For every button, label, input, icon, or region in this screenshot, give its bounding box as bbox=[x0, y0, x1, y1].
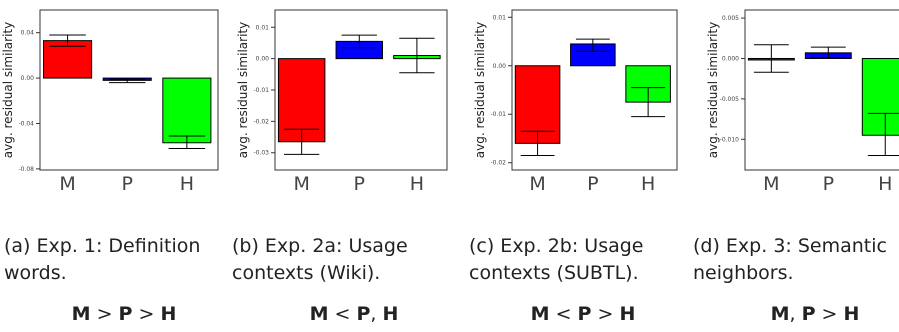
relation-term: M bbox=[309, 303, 329, 325]
caption-line: (c) Exp. 2b: Usage bbox=[469, 235, 644, 257]
bar-M bbox=[43, 40, 93, 79]
y-tick-label: -0.04 bbox=[18, 120, 34, 127]
relation-summary: M < P, H bbox=[244, 303, 464, 325]
x-tick-label-H: H bbox=[410, 173, 424, 195]
relation-operator: > bbox=[132, 303, 161, 325]
caption-line: words. bbox=[4, 262, 67, 284]
relation-operator: , bbox=[370, 303, 383, 325]
caption-line: (d) Exp. 3: Semantic bbox=[693, 235, 887, 257]
x-tick-label-P: P bbox=[823, 173, 834, 195]
relation-operator: > bbox=[815, 303, 844, 325]
y-tick-label: 0.01 bbox=[256, 24, 270, 31]
x-tick-label-M: M bbox=[293, 173, 309, 195]
relation-term: P bbox=[118, 303, 133, 325]
relation-term: M bbox=[530, 303, 550, 325]
x-tick-label-H: H bbox=[641, 173, 655, 195]
relation-operator: > bbox=[90, 303, 119, 325]
relation-operator: > bbox=[591, 303, 620, 325]
relation-operator: < bbox=[549, 303, 578, 325]
plot-frame-4 bbox=[744, 9, 899, 171]
x-tick-label-P: P bbox=[354, 173, 365, 195]
y-tick-label: 0.00 bbox=[493, 63, 507, 70]
relation-summary: M, P > H bbox=[705, 303, 899, 325]
y-tick-label: -0.08 bbox=[18, 166, 34, 173]
relation-term: P bbox=[577, 303, 592, 325]
y-tick-label: -0.01 bbox=[253, 87, 269, 94]
relation-operator: , bbox=[789, 303, 802, 325]
x-tick-label-M: M bbox=[529, 173, 545, 195]
relation-term: H bbox=[382, 303, 399, 325]
caption-line: contexts (SUBTL). bbox=[469, 262, 639, 284]
y-axis-label: avg. residual similarity bbox=[236, 22, 250, 158]
x-tick-label-M: M bbox=[59, 173, 75, 195]
relation-operator: < bbox=[328, 303, 357, 325]
y-tick-label: 0.005 bbox=[722, 15, 739, 22]
bar-H bbox=[861, 57, 899, 136]
y-axis-label: avg. residual similarity bbox=[1, 22, 15, 158]
x-tick-label-M: M bbox=[763, 173, 779, 195]
y-tick-label: -0.010 bbox=[720, 136, 740, 143]
y-tick-label: -0.03 bbox=[253, 150, 269, 157]
y-tick-label: 0.04 bbox=[21, 30, 35, 37]
y-tick-label: -0.02 bbox=[490, 160, 506, 167]
y-tick-label: 0.01 bbox=[493, 14, 507, 21]
bar-H bbox=[162, 77, 212, 144]
relation-term: H bbox=[160, 303, 177, 325]
relation-term: H bbox=[619, 303, 636, 325]
relation-summary: M < P > H bbox=[473, 303, 693, 325]
plot-frame-3 bbox=[511, 9, 678, 171]
y-axis-label: avg. residual similarity bbox=[473, 22, 487, 158]
y-tick-label: -0.01 bbox=[490, 111, 506, 118]
caption-line: neighbors. bbox=[693, 262, 794, 284]
plot-frame-1 bbox=[39, 9, 219, 171]
y-tick-label: 0.00 bbox=[21, 75, 35, 82]
bar-M bbox=[514, 65, 561, 144]
x-tick-label-H: H bbox=[180, 173, 194, 195]
x-tick-label-P: P bbox=[121, 173, 132, 195]
relation-term: M bbox=[770, 303, 790, 325]
y-tick-label: 0.000 bbox=[722, 55, 739, 62]
caption-line: (b) Exp. 2a: Usage bbox=[232, 235, 408, 257]
relation-term: M bbox=[71, 303, 91, 325]
caption-line: (a) Exp. 1: Definition bbox=[4, 235, 201, 257]
y-axis-label: avg. residual similarity bbox=[706, 22, 720, 158]
x-tick-label-P: P bbox=[587, 173, 598, 195]
x-tick-label-H: H bbox=[878, 173, 892, 195]
relation-summary: M > P > H bbox=[14, 303, 234, 325]
y-tick-label: -0.005 bbox=[720, 96, 740, 103]
relation-term: P bbox=[356, 303, 371, 325]
relation-term: H bbox=[843, 303, 860, 325]
y-tick-label: 0.00 bbox=[256, 56, 270, 63]
caption-line: contexts (Wiki). bbox=[232, 262, 381, 284]
y-tick-label: -0.02 bbox=[253, 118, 269, 125]
relation-term: P bbox=[801, 303, 816, 325]
